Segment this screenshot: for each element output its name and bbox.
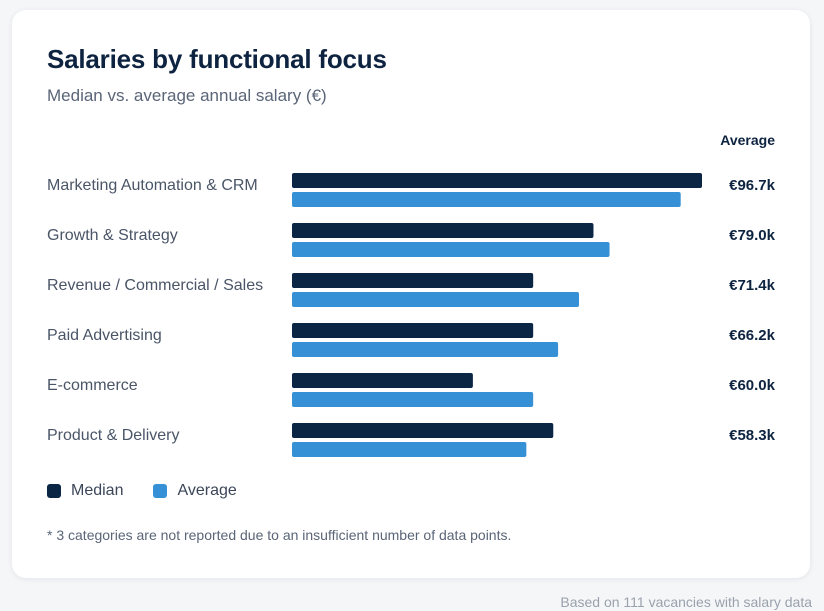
legend: Median Average (47, 482, 267, 500)
bar-average (292, 192, 681, 207)
footnote: * 3 categories are not reported due to a… (47, 527, 512, 543)
category-label: Marketing Automation & CRM (47, 177, 258, 194)
category-label: Revenue / Commercial / Sales (47, 277, 263, 294)
bar-median (292, 273, 534, 288)
bar-median (292, 423, 554, 438)
bar-median (292, 173, 702, 188)
bar-average (292, 442, 527, 457)
chart-card: Salaries by functional focus Median vs. … (12, 10, 810, 578)
bar-average (292, 292, 579, 307)
average-value-label: €58.3k (729, 427, 776, 444)
legend-swatch-average (153, 484, 168, 498)
bar-average (292, 242, 610, 257)
legend-swatch-median (47, 484, 61, 498)
average-value-label: €60.0k (729, 377, 776, 394)
category-label: Product & Delivery (47, 427, 180, 444)
average-value-label: €66.2k (729, 327, 776, 344)
bar-average (292, 342, 559, 357)
bar-median (292, 373, 473, 388)
legend-label-median: Median (71, 482, 124, 499)
legend-item-average: Average (153, 482, 237, 500)
average-value-label: €79.0k (729, 227, 776, 244)
average-value-label: €96.7k (729, 177, 776, 194)
category-label: Growth & Strategy (47, 227, 178, 244)
category-label: E-commerce (47, 377, 138, 394)
bar-median (292, 323, 534, 338)
source-note: Based on 111 vacancies with salary data (560, 594, 812, 610)
average-column-header: Average (720, 132, 775, 148)
bar-median (292, 223, 594, 238)
legend-label-average: Average (177, 482, 237, 499)
average-value-label: €71.4k (729, 277, 776, 294)
category-label: Paid Advertising (47, 327, 162, 344)
chart-subtitle: Median vs. average annual salary (€) (47, 86, 327, 105)
bar-average (292, 392, 534, 407)
chart-title: Salaries by functional focus (47, 44, 387, 74)
bar-chart: Marketing Automation & CRM €96.7k Growth &… (47, 173, 776, 457)
legend-item-median: Median (47, 482, 123, 500)
